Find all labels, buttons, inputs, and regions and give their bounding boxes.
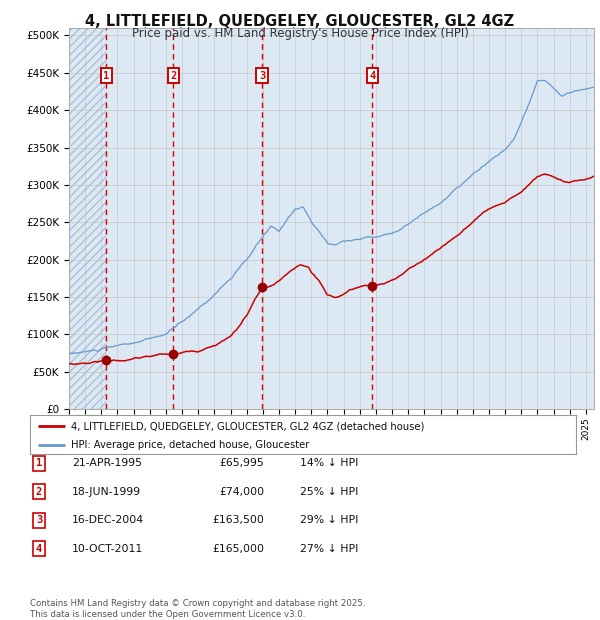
Text: 2: 2 bbox=[36, 487, 42, 497]
Text: HPI: Average price, detached house, Gloucester: HPI: Average price, detached house, Glou… bbox=[71, 440, 310, 450]
Bar bbox=[69, 28, 106, 409]
Text: 4: 4 bbox=[36, 544, 42, 554]
Text: 3: 3 bbox=[259, 71, 265, 81]
Text: 4: 4 bbox=[369, 71, 376, 81]
Text: 3: 3 bbox=[36, 515, 42, 525]
Text: 29% ↓ HPI: 29% ↓ HPI bbox=[300, 515, 358, 525]
Text: 16-DEC-2004: 16-DEC-2004 bbox=[72, 515, 144, 525]
Text: Contains HM Land Registry data © Crown copyright and database right 2025.
This d: Contains HM Land Registry data © Crown c… bbox=[30, 600, 365, 619]
Text: £165,000: £165,000 bbox=[212, 544, 264, 554]
Text: 1: 1 bbox=[103, 71, 109, 81]
Text: 4, LITTLEFIELD, QUEDGELEY, GLOUCESTER, GL2 4GZ: 4, LITTLEFIELD, QUEDGELEY, GLOUCESTER, G… bbox=[85, 14, 515, 29]
Text: 10-OCT-2011: 10-OCT-2011 bbox=[72, 544, 143, 554]
Text: 21-APR-1995: 21-APR-1995 bbox=[72, 458, 142, 468]
Text: £74,000: £74,000 bbox=[219, 487, 264, 497]
Text: 2: 2 bbox=[170, 71, 176, 81]
Text: 4, LITTLEFIELD, QUEDGELEY, GLOUCESTER, GL2 4GZ (detached house): 4, LITTLEFIELD, QUEDGELEY, GLOUCESTER, G… bbox=[71, 421, 424, 431]
Text: £65,995: £65,995 bbox=[219, 458, 264, 468]
Text: 14% ↓ HPI: 14% ↓ HPI bbox=[300, 458, 358, 468]
Text: 18-JUN-1999: 18-JUN-1999 bbox=[72, 487, 141, 497]
Text: Price paid vs. HM Land Registry's House Price Index (HPI): Price paid vs. HM Land Registry's House … bbox=[131, 27, 469, 40]
Text: 25% ↓ HPI: 25% ↓ HPI bbox=[300, 487, 358, 497]
Bar bbox=[69, 28, 106, 409]
Text: 1: 1 bbox=[36, 458, 42, 468]
Text: £163,500: £163,500 bbox=[212, 515, 264, 525]
Text: 27% ↓ HPI: 27% ↓ HPI bbox=[300, 544, 358, 554]
